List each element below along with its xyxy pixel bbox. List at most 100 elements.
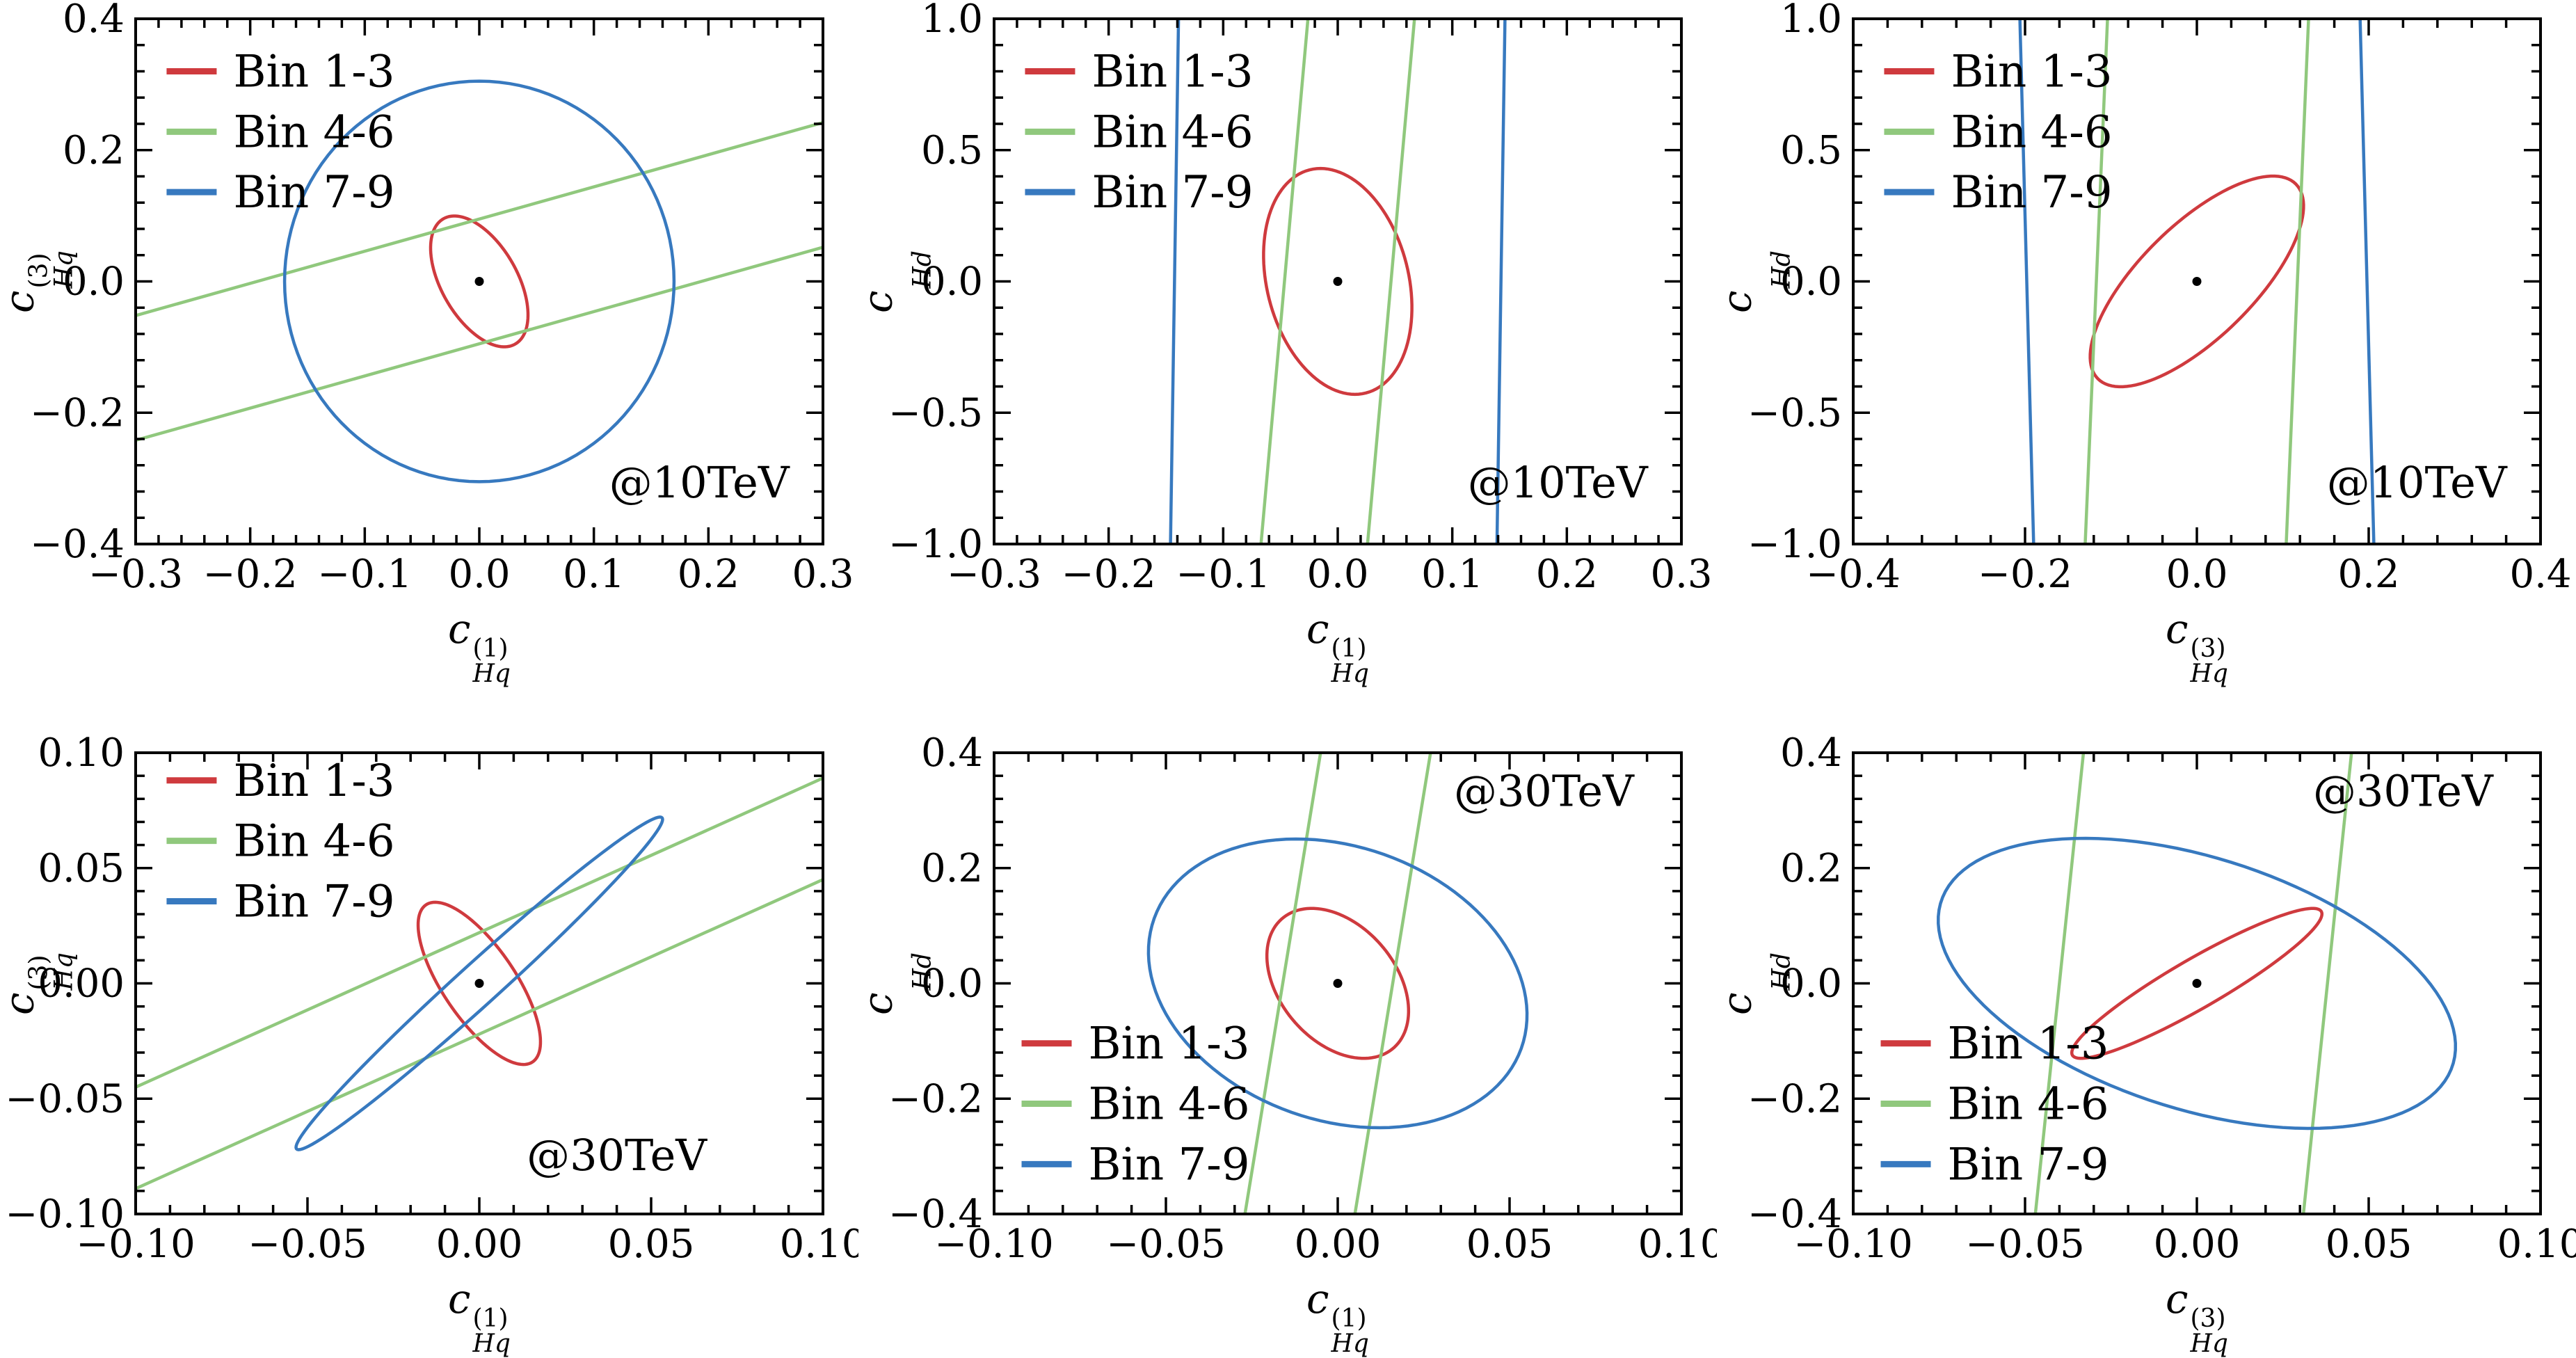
x-tick-label: 0.10 xyxy=(1638,1222,1717,1267)
axis-label-superscript: (3) xyxy=(24,954,54,990)
axis-label-subscript: Hd xyxy=(908,250,937,288)
bin7-9-ellipse xyxy=(1146,837,1529,1130)
contours-top-left xyxy=(136,79,823,484)
bin4-6-line-1 xyxy=(2033,753,2086,1214)
x-tick-label: −0.1 xyxy=(317,552,412,597)
legend-label: Bin 1-3 xyxy=(1948,1018,2109,1070)
best-fit-dot xyxy=(2192,979,2202,988)
legend-item-bin1-3: Bin 1-3 xyxy=(1880,1018,2109,1070)
legend-item-bin7-9: Bin 7-9 xyxy=(1884,167,2113,218)
axis-label-symbol: c xyxy=(448,605,471,653)
axis-label-superscript: (1) xyxy=(472,1304,509,1333)
y-tick-label: −0.2 xyxy=(888,1076,983,1121)
axis-label-symbol: c xyxy=(2166,605,2189,653)
y-tick-label: 0.0 xyxy=(1780,259,1842,305)
axis-label-superscript: (3) xyxy=(24,252,54,288)
y-tick-label: 0.0 xyxy=(921,961,983,1007)
legend-item-bin4-6: Bin 4-6 xyxy=(1880,1079,2109,1131)
x-tick-label: 0.2 xyxy=(2337,552,2399,597)
bin7-9-line-2 xyxy=(2358,19,2376,544)
bin4-6-line-1 xyxy=(136,120,823,317)
legend-item-bin4-6: Bin 4-6 xyxy=(166,106,395,158)
axis-label-subscript: Hq xyxy=(49,952,79,990)
x-tick-label: 0.3 xyxy=(1650,552,1712,597)
bin7-9-ellipse xyxy=(282,79,676,484)
x-tick-label: 0.1 xyxy=(563,552,625,597)
x-tick-label: 0.05 xyxy=(608,1222,695,1267)
legend-item-bin4-6: Bin 4-6 xyxy=(1021,1079,1250,1131)
legend: Bin 1-3 Bin 4-6 Bin 7-9 xyxy=(166,47,395,218)
bin4-6-line-2 xyxy=(136,246,823,442)
contours-top-right xyxy=(2018,19,2376,544)
axis-label-scripts: (3) Hq xyxy=(2191,1306,2228,1357)
best-fit-dot xyxy=(1333,277,1343,286)
x-tick-label: −0.3 xyxy=(947,552,1041,597)
legend-label: Bin 1-3 xyxy=(233,756,394,807)
x-tick-label: 0.10 xyxy=(780,1222,858,1267)
tick-labels: −0.3 −0.2 −0.1 0.0 0.1 0.2 0.3 −0.4 −0.2 0.0 0.2 0.… xyxy=(30,0,854,597)
legend-item-bin1-3: Bin 1-3 xyxy=(166,756,395,807)
axis-label-symbol: c xyxy=(448,1275,471,1323)
contours-bottom-middle xyxy=(1146,753,1529,1214)
axis-ticks xyxy=(993,751,1683,1215)
bin7-9-ellipse xyxy=(1937,836,2457,1131)
bin1-3-ellipse xyxy=(1265,906,1411,1060)
bin7-9-line-1 xyxy=(1169,19,1181,544)
x-tick-label: 0.3 xyxy=(792,552,854,597)
contours-top-middle xyxy=(1169,19,1507,544)
y-tick-label: −0.2 xyxy=(1747,1076,1842,1121)
x-tick-label: −0.10 xyxy=(76,1222,195,1267)
bin7-9-line-1 xyxy=(2018,19,2035,544)
legend-label: Bin 4-6 xyxy=(1951,106,2112,158)
y-tick-label: −0.4 xyxy=(888,1192,983,1237)
energy-annotation: @10TeV xyxy=(2327,457,2508,508)
axis-label-superscript: (3) xyxy=(2190,634,2226,663)
legend-label: Bin 1-3 xyxy=(1951,47,2112,98)
axis-label-superscript: (1) xyxy=(472,634,509,663)
x-tick-label: −0.05 xyxy=(1965,1222,2085,1267)
contours-bottom-left xyxy=(136,776,823,1190)
axis-label-symbol: c xyxy=(1306,605,1329,653)
axis-label-symbol: c xyxy=(0,991,43,1015)
legend: Bin 1-3 Bin 4-6 Bin 7-9 xyxy=(166,756,395,927)
x-tick-label: −0.4 xyxy=(1806,552,1901,597)
legend: Bin 1-3 Bin 4-6 Bin 7-9 xyxy=(1884,47,2113,218)
axis-label-symbol: c xyxy=(1713,289,1761,313)
legend-item-bin7-9: Bin 7-9 xyxy=(1880,1139,2109,1190)
x-axis-label: c (1) Hq xyxy=(448,1275,511,1357)
legend-item-bin7-9: Bin 7-9 xyxy=(1021,1139,1250,1190)
y-tick-label: 0.2 xyxy=(1780,846,1842,891)
x-axis-label: c (1) Hq xyxy=(448,605,511,687)
tick-labels: −0.10 −0.05 0.00 0.05 0.10 −0.4 −0.2 0.0 0.2 0.4 xyxy=(888,730,1717,1267)
axis-label-scripts: (3) Hq xyxy=(24,250,78,288)
legend-item-bin4-6: Bin 4-6 xyxy=(166,816,395,868)
axis-ticks xyxy=(134,17,824,545)
y-tick-label: 0.4 xyxy=(63,0,125,42)
bin4-6-line-2 xyxy=(1353,753,1432,1214)
bin7-9-ellipse xyxy=(294,815,664,1151)
legend-item-bin7-9: Bin 7-9 xyxy=(166,167,395,218)
y-tick-label: 0.00 xyxy=(38,961,125,1007)
y-tick-label: 1.0 xyxy=(921,0,983,42)
legend-item-bin1-3: Bin 1-3 xyxy=(1025,47,1254,98)
x-tick-label: 0.2 xyxy=(1536,552,1598,597)
x-tick-label: 0.05 xyxy=(1466,1222,1553,1267)
y-axis-label: c Hd xyxy=(1713,952,1796,1015)
axis-label-scripts: (1) Hq xyxy=(472,1304,511,1357)
y-tick-label: 0.05 xyxy=(38,846,125,891)
bin4-6-line-2 xyxy=(136,878,823,1190)
legend-label: Bin 4-6 xyxy=(233,816,394,868)
axis-label-scripts: (1) Hq xyxy=(1331,636,1369,687)
plot-bottom-right: −0.10 −0.05 0.00 0.05 0.10 −0.4 −0.2 0.0 0.2 0.4 B… xyxy=(1747,730,2576,1267)
legend-label: Bin 7-9 xyxy=(1091,167,1253,218)
x-tick-label: 0.00 xyxy=(436,1222,523,1267)
axis-label-superscript xyxy=(1744,982,1769,990)
legend-label: Bin 4-6 xyxy=(1948,1079,2109,1131)
axis-label-scripts: (1) Hq xyxy=(472,634,511,687)
x-tick-label: 0.4 xyxy=(2509,552,2571,597)
energy-annotation: @10TeV xyxy=(609,457,790,508)
x-tick-label: −0.2 xyxy=(203,552,298,597)
legend: Bin 1-3 Bin 4-6 Bin 7-9 xyxy=(1880,1018,2109,1190)
x-axis-label: c (1) Hq xyxy=(1306,1275,1369,1357)
legend-label: Bin 4-6 xyxy=(1091,106,1253,158)
